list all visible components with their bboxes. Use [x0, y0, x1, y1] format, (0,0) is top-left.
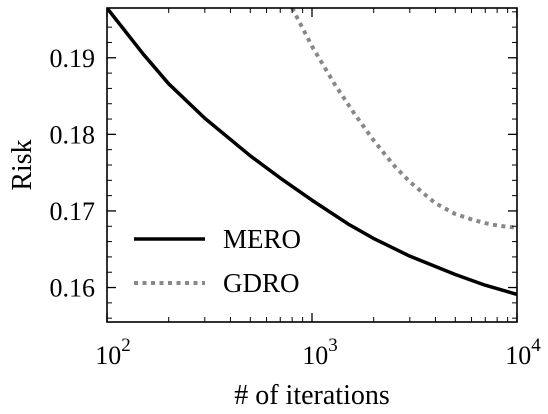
x-axis-label: # of iterations	[234, 380, 390, 411]
y-tick-label: 0.16	[50, 274, 96, 303]
y-tick-label: 0.18	[50, 120, 96, 149]
y-axis-label: Risk	[7, 139, 38, 190]
series-line-mero	[107, 8, 517, 297]
series-line-gdro	[290, 8, 517, 230]
x-tick-label: 104	[505, 335, 541, 370]
y-tick-label: 0.17	[50, 197, 96, 226]
y-tick-label: 0.19	[50, 44, 96, 73]
x-tick-label: 102	[95, 335, 131, 370]
series-layer	[107, 8, 517, 297]
legend-label-gdro: GDRO	[223, 268, 300, 298]
x-tick-label: 103	[302, 335, 338, 370]
legend: MERO GDRO	[134, 224, 301, 298]
legend-label-mero: MERO	[223, 224, 301, 254]
tick-layer: 102 103 104 0.16 0.17 0.18 0.19	[50, 8, 541, 370]
